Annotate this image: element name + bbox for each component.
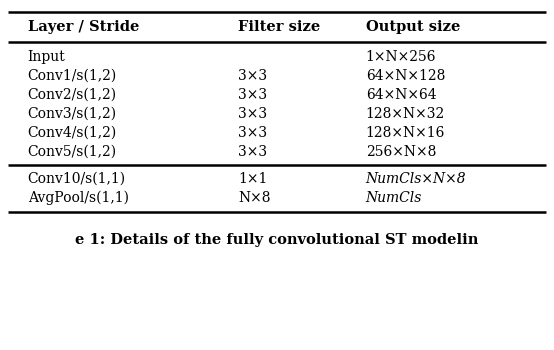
Text: 128×N×32: 128×N×32 (366, 107, 445, 121)
Text: 1×1: 1×1 (238, 172, 268, 186)
Text: Conv2/s(1,2): Conv2/s(1,2) (28, 88, 117, 102)
Text: Layer / Stride: Layer / Stride (28, 20, 139, 34)
Text: e 1: Details of the fully convolutional ST modelin: e 1: Details of the fully convolutional … (75, 233, 479, 247)
Text: Conv5/s(1,2): Conv5/s(1,2) (28, 145, 117, 159)
Text: 3×3: 3×3 (238, 145, 268, 159)
Text: 256×N×8: 256×N×8 (366, 145, 436, 159)
Text: 3×3: 3×3 (238, 126, 268, 140)
Text: Conv3/s(1,2): Conv3/s(1,2) (28, 107, 117, 121)
Text: Filter size: Filter size (238, 20, 320, 34)
Text: Output size: Output size (366, 20, 460, 34)
Text: Input: Input (28, 50, 65, 64)
Text: NumCls: NumCls (366, 191, 422, 205)
Text: 128×N×16: 128×N×16 (366, 126, 445, 140)
Text: Conv4/s(1,2): Conv4/s(1,2) (28, 126, 117, 140)
Text: 3×3: 3×3 (238, 69, 268, 83)
Text: 1×N×256: 1×N×256 (366, 50, 436, 64)
Text: 64×N×128: 64×N×128 (366, 69, 445, 83)
Text: Conv1/s(1,2): Conv1/s(1,2) (28, 69, 117, 83)
Text: NumCls×N×8: NumCls×N×8 (366, 172, 466, 186)
Text: N×8: N×8 (238, 191, 271, 205)
Text: 3×3: 3×3 (238, 88, 268, 102)
Text: 64×N×64: 64×N×64 (366, 88, 436, 102)
Text: 3×3: 3×3 (238, 107, 268, 121)
Text: Conv10/s(1,1): Conv10/s(1,1) (28, 172, 126, 186)
Text: AvgPool/s(1,1): AvgPool/s(1,1) (28, 191, 129, 205)
